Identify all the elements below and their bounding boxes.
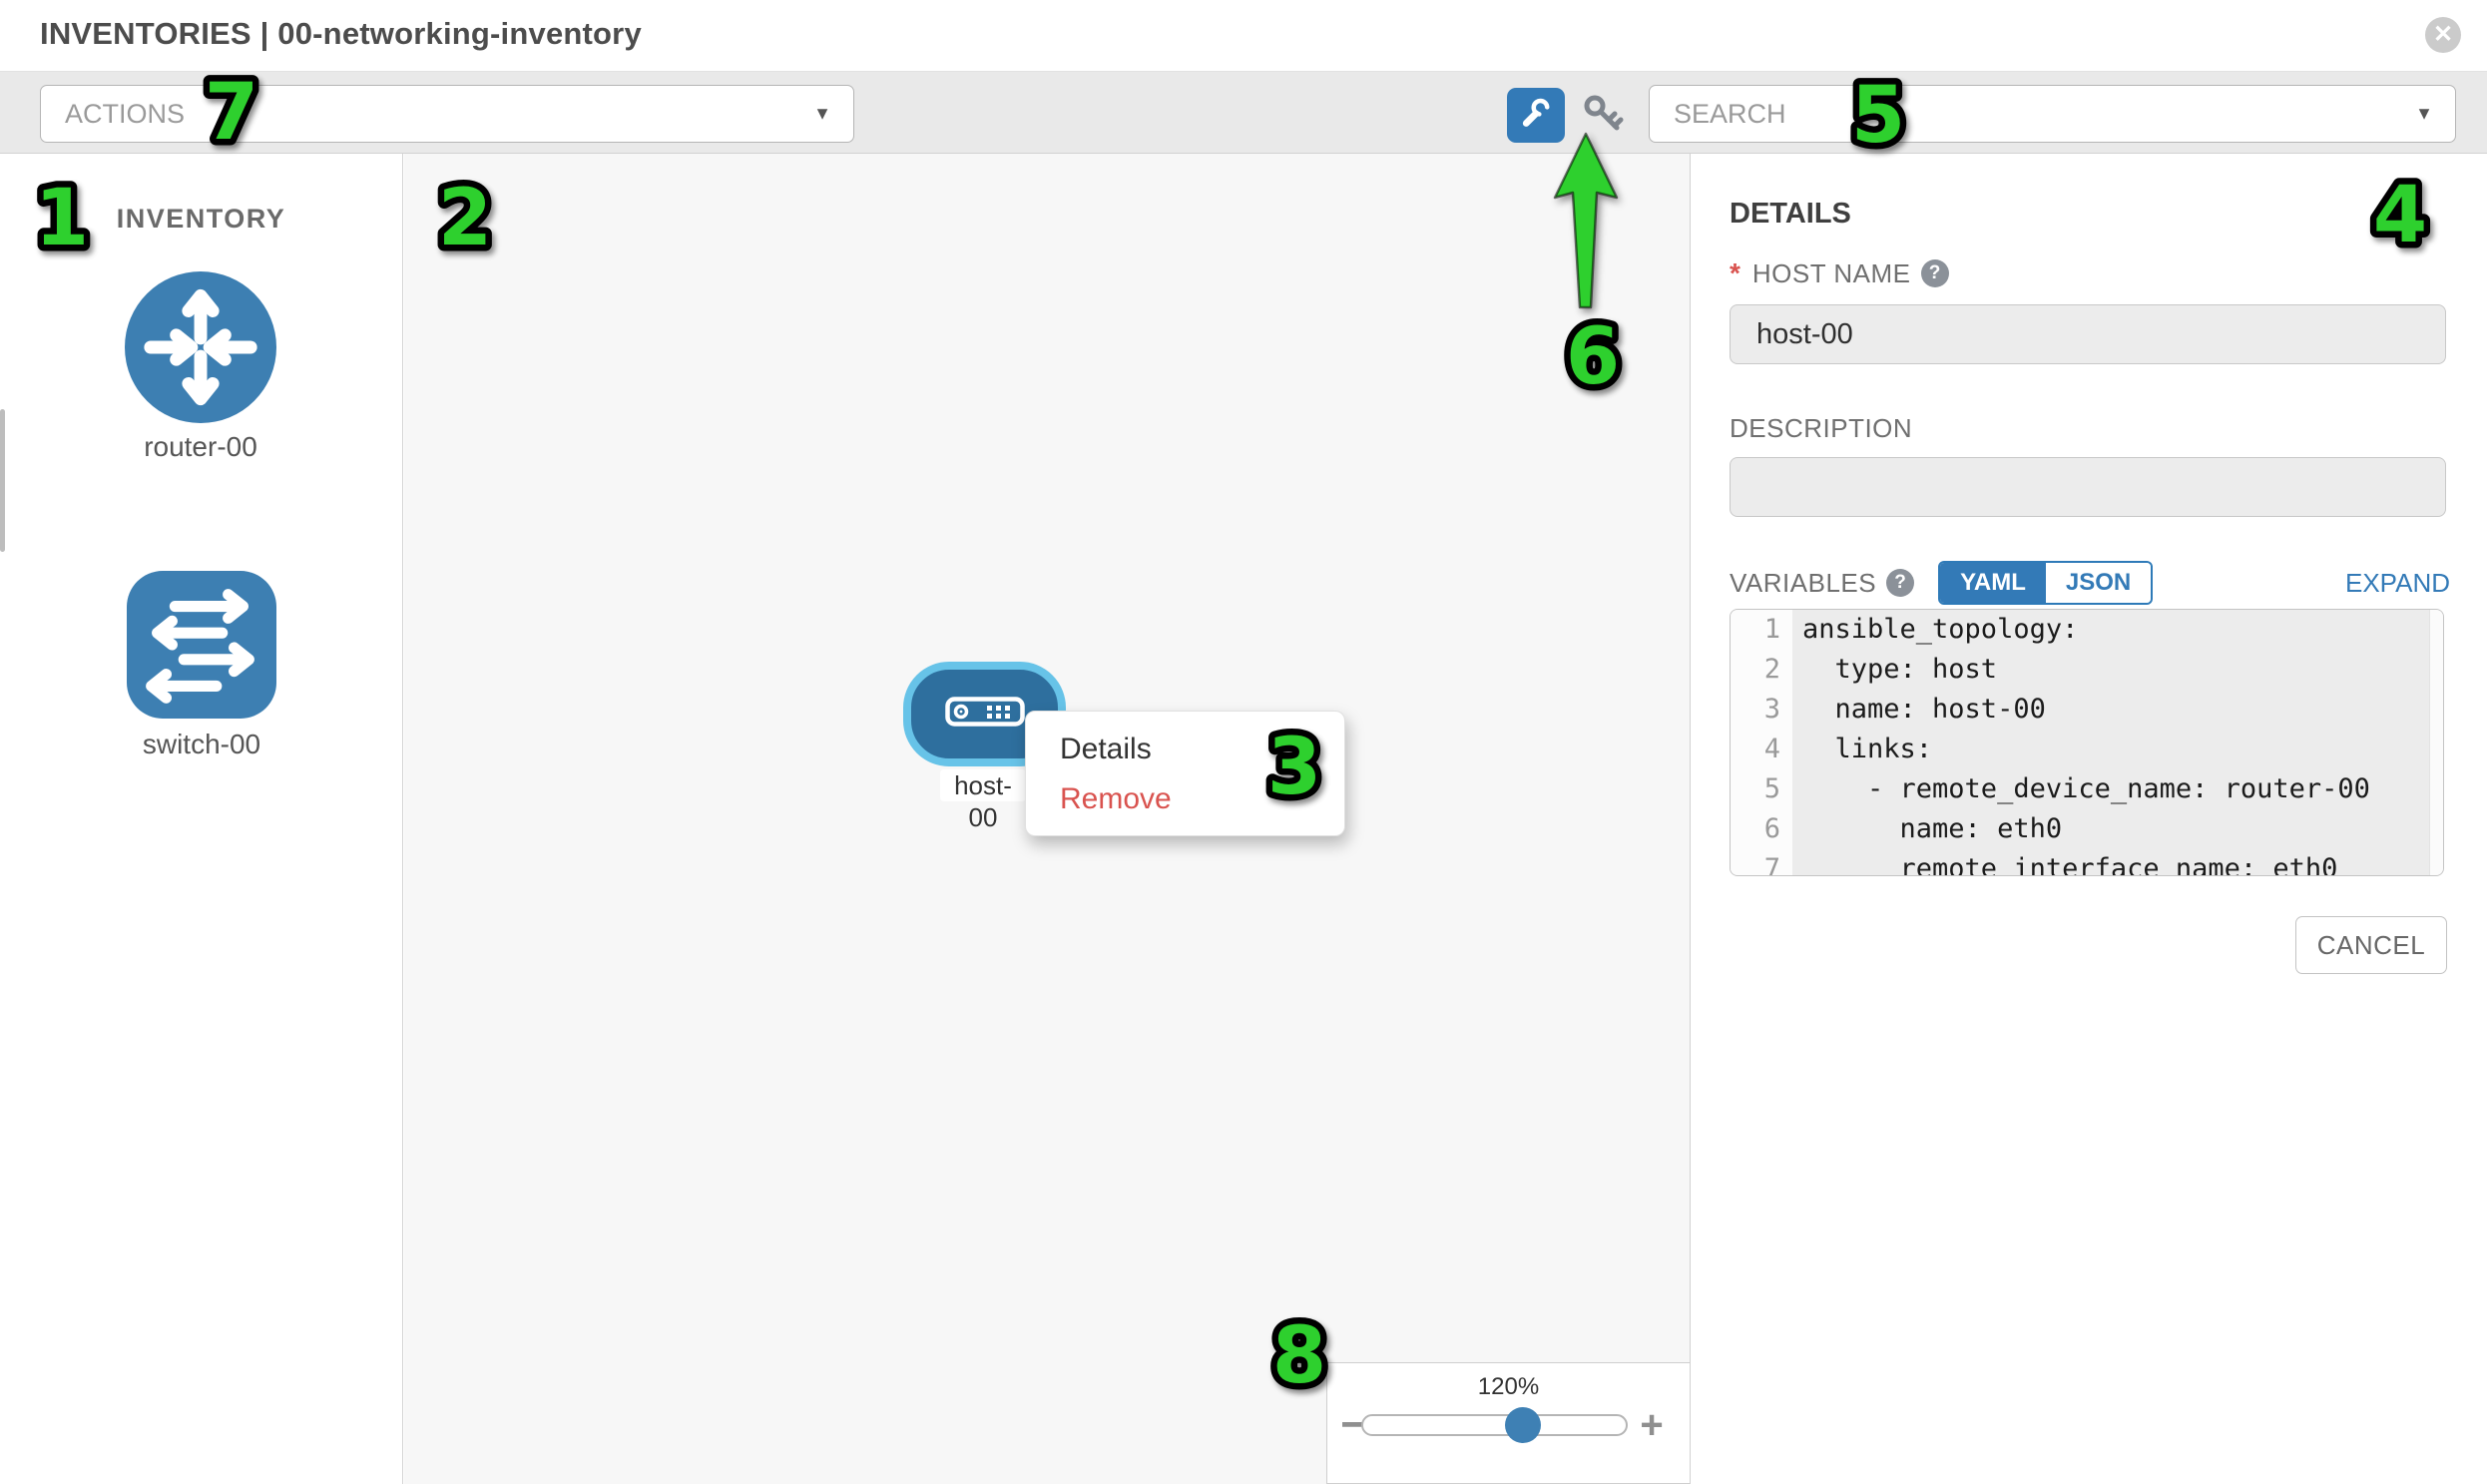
cancel-button[interactable]: CANCEL	[2295, 916, 2447, 974]
question-circle-icon[interactable]: ?	[1886, 569, 1915, 597]
editor-gutter	[1731, 610, 1792, 875]
host-name-label: HOST NAME	[1751, 257, 1911, 288]
sidebar-item-label: switch-00	[142, 729, 261, 759]
switch-icon	[127, 571, 276, 719]
line-number: 2	[1763, 654, 1780, 685]
variables-label: VARIABLES	[1730, 567, 1877, 598]
configure-tools-button[interactable]	[1507, 88, 1565, 143]
toolbar: ACTIONS ▼	[0, 72, 2487, 154]
line-code: ansible_topology:	[1802, 614, 2079, 645]
search-dropdown[interactable]: SEARCH ▼	[1649, 85, 2456, 143]
variables-code-editor[interactable]: 1 ansible_topology: 2 type: host 3 name:…	[1730, 609, 2444, 876]
line-code: name: eth0	[1802, 813, 2063, 844]
sidebar-item-switch-00[interactable]: switch-00	[127, 571, 276, 759]
code-line: 1 ansible_topology:	[1731, 610, 2443, 650]
code-line: 6 name: eth0	[1731, 809, 2443, 849]
line-number: 5	[1763, 773, 1780, 804]
search-placeholder: SEARCH	[1674, 98, 1786, 129]
inventory-sidebar: INVENTORY router-00	[0, 154, 403, 1484]
sidebar-title: INVENTORY	[116, 204, 286, 234]
toggle-json[interactable]: JSON	[2045, 563, 2152, 603]
sidebar-item-label: router-00	[144, 431, 257, 462]
node-context-menu: Details Remove	[1025, 711, 1345, 836]
key-icon	[1579, 95, 1627, 144]
code-line: 7 remote_interface_name: eth0	[1731, 849, 2443, 876]
close-icon[interactable]: ✕	[2425, 17, 2461, 53]
line-code: type: host	[1802, 654, 1998, 685]
variables-header-row: VARIABLES ? YAML JSON EXPAND	[1730, 561, 2450, 605]
chevron-down-icon: ▼	[2415, 103, 2433, 124]
required-asterisk: *	[1730, 257, 1741, 288]
zoom-level-value: 120%	[1477, 1373, 1540, 1400]
zoom-in-button[interactable]: +	[1640, 1403, 1664, 1447]
description-field[interactable]	[1730, 457, 2446, 517]
code-line: 3 name: host-00	[1731, 690, 2443, 730]
key-credentials-button[interactable]	[1579, 92, 1627, 140]
zoom-slider[interactable]	[1361, 1407, 1628, 1443]
line-code: remote_interface_name: eth0	[1802, 853, 2338, 876]
code-line: 5 - remote_device_name: router-00	[1731, 769, 2443, 809]
question-circle-icon[interactable]: ?	[1920, 259, 1949, 287]
host-name-label-row: * HOST NAME ?	[1730, 257, 1949, 289]
sidebar-scrollbar[interactable]	[0, 409, 5, 552]
line-code: name: host-00	[1802, 694, 2046, 725]
expand-link[interactable]: EXPAND	[2345, 567, 2450, 598]
sidebar-item-router-00[interactable]: router-00	[125, 271, 276, 462]
description-label-row: DESCRIPTION	[1730, 413, 1912, 444]
chevron-down-icon: ▼	[813, 103, 831, 124]
router-icon	[125, 271, 276, 423]
zoom-slider-handle[interactable]	[1505, 1407, 1541, 1443]
canvas-node-label: host-00	[940, 769, 1026, 832]
line-number: 3	[1763, 694, 1780, 725]
editor-scrollbar[interactable]	[2429, 610, 2443, 875]
page-title: INVENTORIES | 00-networking-inventory	[40, 16, 642, 51]
app-header: INVENTORIES | 00-networking-inventory ✕	[0, 0, 2487, 72]
context-menu-item-remove[interactable]: Remove	[1060, 782, 1172, 815]
line-number: 6	[1763, 813, 1780, 844]
actions-dropdown-placeholder: ACTIONS	[65, 98, 186, 129]
line-number: 1	[1763, 614, 1780, 645]
toggle-yaml[interactable]: YAML	[1940, 563, 2046, 603]
line-code: - remote_device_name: router-00	[1802, 773, 2370, 804]
code-line: 2 type: host	[1731, 650, 2443, 690]
actions-dropdown[interactable]: ACTIONS ▼	[40, 85, 854, 143]
line-number: 4	[1763, 734, 1780, 764]
topology-canvas[interactable]: host-00 Details Remove 120% − +	[404, 154, 1691, 1484]
details-panel: DETAILS * HOST NAME ? DESCRIPTION VARIAB…	[1692, 154, 2487, 1484]
code-line: 4 links:	[1731, 730, 2443, 769]
host-icon	[944, 697, 1025, 732]
variables-format-toggle: YAML JSON	[1938, 561, 2154, 605]
description-label: DESCRIPTION	[1730, 413, 1913, 443]
details-panel-title: DETAILS	[1730, 198, 1851, 230]
host-name-field[interactable]	[1730, 304, 2446, 364]
wrench-icon	[1518, 95, 1554, 136]
context-menu-item-details[interactable]: Details	[1060, 733, 1152, 765]
zoom-control-panel: 120% − +	[1326, 1362, 1690, 1484]
line-number: 7	[1763, 853, 1780, 876]
line-code: links:	[1802, 734, 1933, 764]
